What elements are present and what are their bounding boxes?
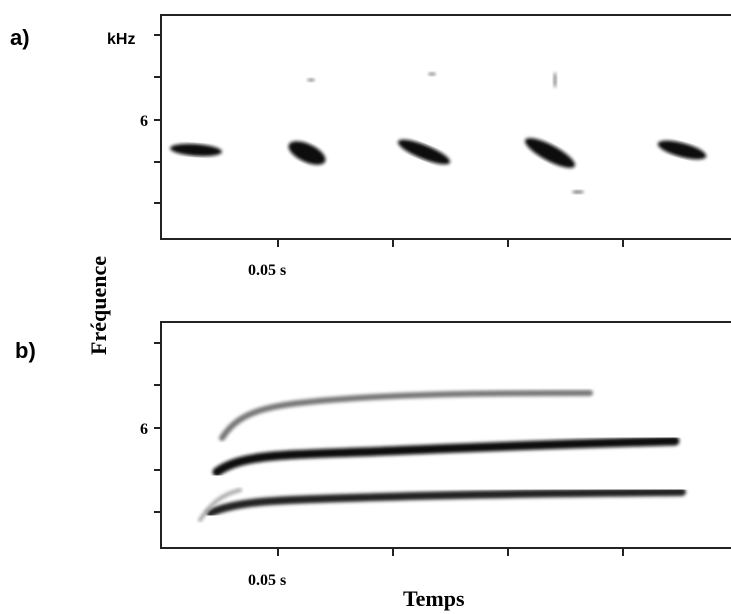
panel-frame (160, 14, 731, 240)
y-unit: kHz (107, 31, 135, 48)
x-axis-label: Temps (403, 586, 465, 611)
spectrogram-b (198, 390, 686, 522)
y-axis-label: Fréquence (86, 256, 111, 355)
panel-frame (160, 321, 731, 549)
y-tick-label: 6 (140, 421, 148, 438)
y-tick-label: 6 (140, 113, 148, 130)
x-ticks (277, 239, 624, 247)
x-tick-label: 0.05 s (248, 262, 286, 279)
x-tick-label: 0.05 s (248, 572, 286, 589)
spectrogram-a (170, 72, 707, 194)
panel-label: b) (15, 338, 36, 363)
panel-label: a) (10, 25, 30, 50)
y-ticks (154, 34, 161, 204)
x-ticks (277, 548, 624, 556)
y-ticks (154, 342, 161, 513)
